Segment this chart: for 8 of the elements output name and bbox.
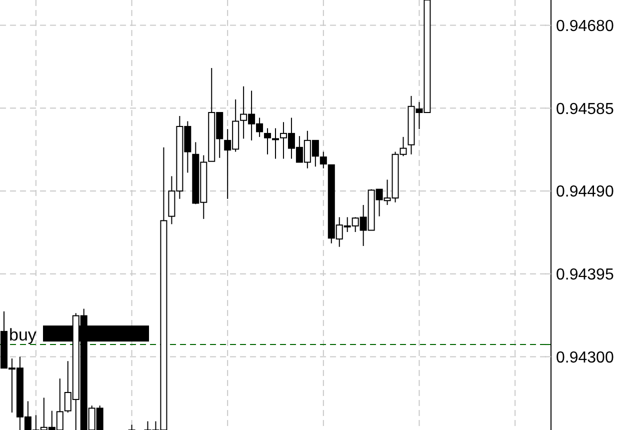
candlestick [128, 424, 136, 430]
y-tick-label: 0.94395 [556, 266, 614, 284]
y-tick-label: 0.94490 [556, 184, 614, 201]
candlestick [320, 151, 327, 169]
y-tick-label: 0.94585 [556, 100, 614, 118]
y-tick-label: 0.94300 [556, 349, 614, 366]
y-tick-label: 0.94680 [556, 18, 614, 35]
ref-line-label: buy [9, 326, 37, 345]
